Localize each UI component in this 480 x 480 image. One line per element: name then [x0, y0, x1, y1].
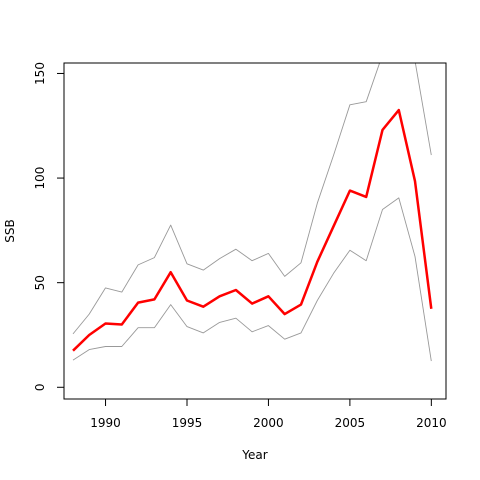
y-tick-label: 50 — [33, 275, 47, 290]
y-axis: 0 50 100 150 — [33, 62, 65, 391]
plot-lines — [72, 63, 433, 362]
plot-frame — [63, 62, 447, 400]
x-tick-label: 2005 — [335, 416, 366, 430]
y-axis-title: SSB — [3, 219, 17, 242]
x-tick-label: 2000 — [253, 416, 284, 430]
x-tick-label: 1995 — [172, 416, 203, 430]
y-tick-label: 0 — [33, 383, 47, 391]
y-tick-label: 100 — [33, 167, 47, 190]
x-tick-label: 2010 — [416, 416, 447, 430]
series-line-estimate — [72, 108, 433, 352]
x-axis: 1990 1995 2000 2005 2010 — [90, 398, 447, 430]
x-axis-title: Year — [241, 448, 267, 462]
series-line-lower — [72, 197, 432, 362]
y-tick-label: 150 — [33, 62, 47, 85]
x-tick-label: 1990 — [90, 416, 121, 430]
series-line-upper — [72, 63, 432, 335]
